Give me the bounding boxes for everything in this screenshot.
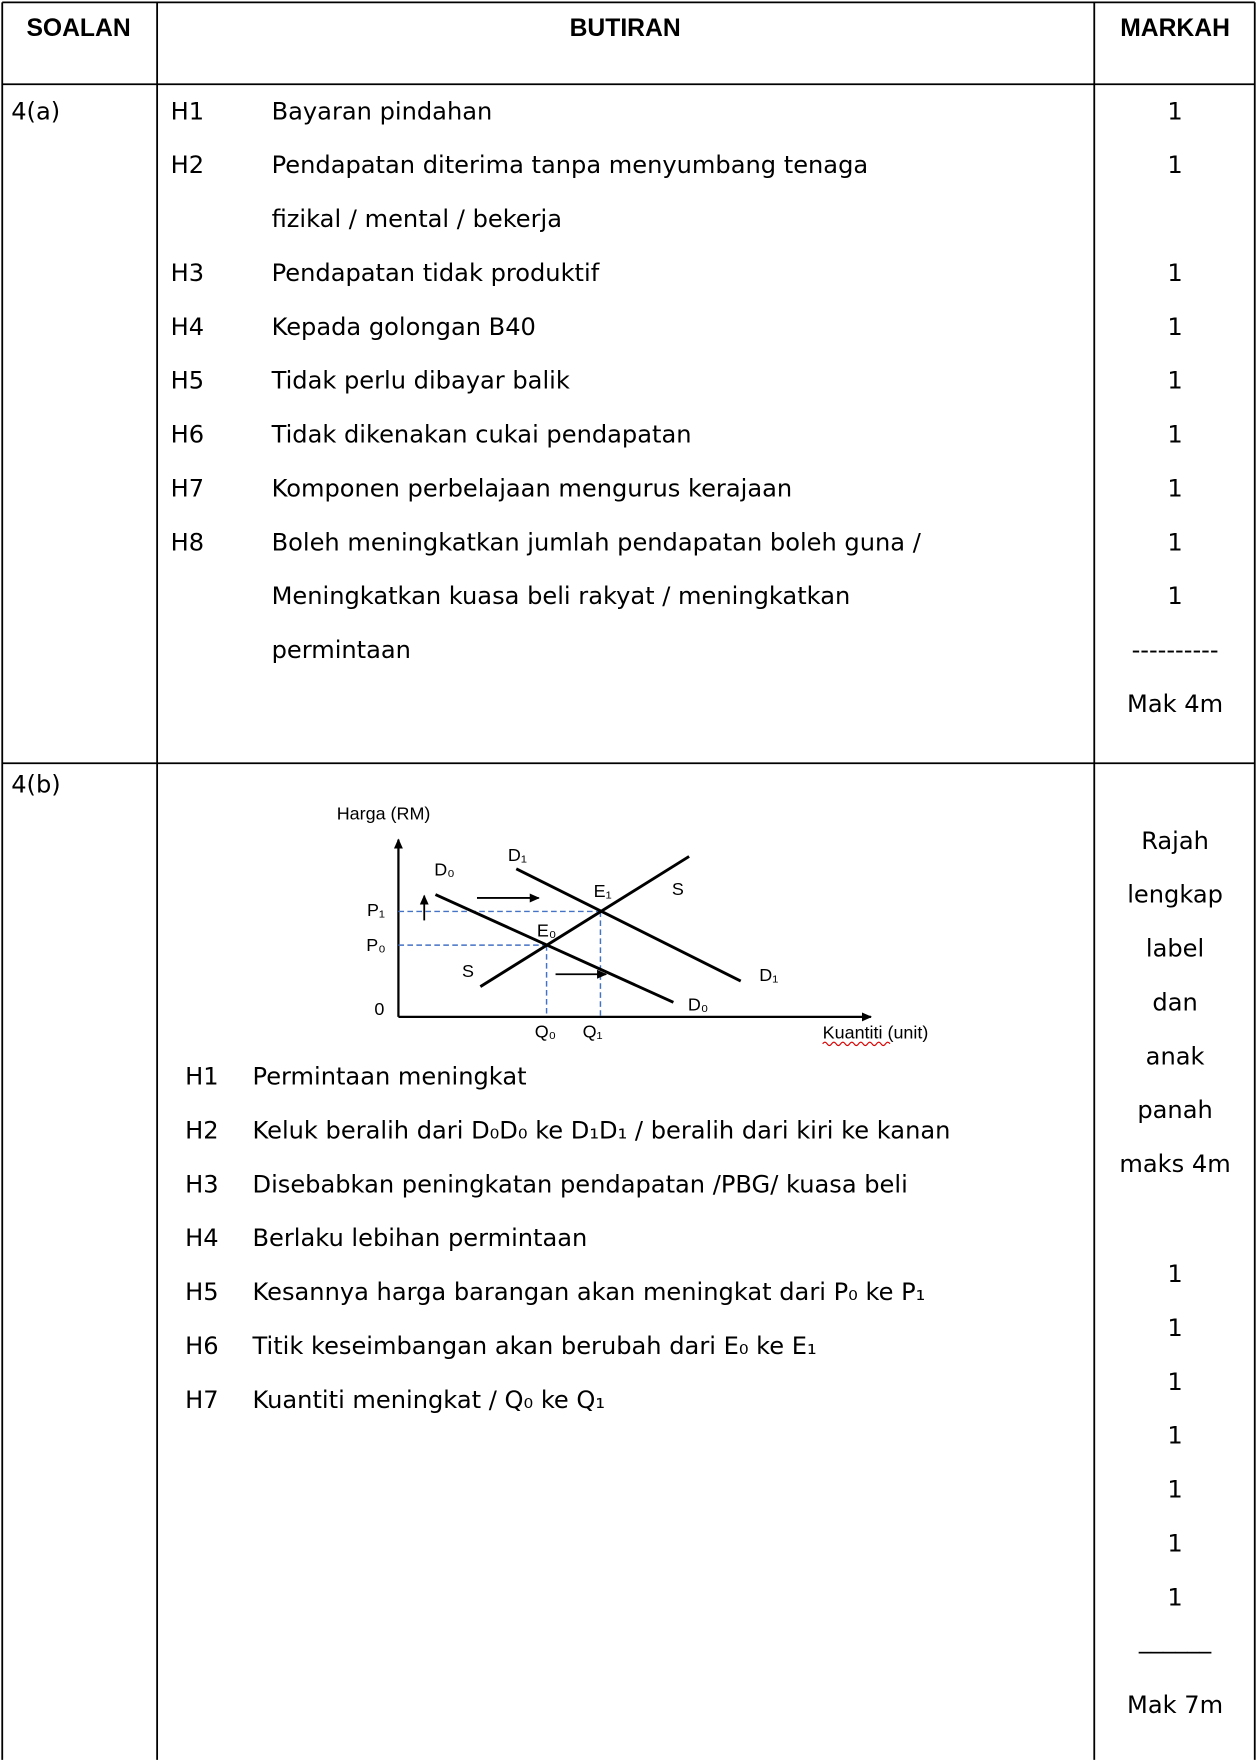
item-text: Kuantiti meningkat / Q₀ ke Q₁ xyxy=(253,1386,606,1414)
item-code: H1 xyxy=(171,97,204,125)
mark: 1 xyxy=(1167,1583,1182,1611)
mark: 1 xyxy=(1167,367,1182,395)
diagram-label: P₁ xyxy=(367,900,385,920)
diagram-label: E₁ xyxy=(594,881,612,901)
item-code: H2 xyxy=(185,1116,218,1144)
diagram-label: S xyxy=(672,879,684,899)
mark-note: maks 4m xyxy=(1119,1150,1230,1178)
item-code: H5 xyxy=(171,367,204,395)
item-text: Berlaku lebihan permintaan xyxy=(253,1224,588,1252)
diagram-label: D₁ xyxy=(508,845,527,865)
header-markah: MARKAH xyxy=(1120,15,1230,42)
item-text: permintaan xyxy=(272,636,411,664)
item-text: Kesannya harga barangan akan meningkat d… xyxy=(253,1278,926,1306)
item-code: H8 xyxy=(171,528,204,556)
item-text: fizikal / mental / bekerja xyxy=(272,205,562,233)
item-text: Pendapatan diterima tanpa menyumbang ten… xyxy=(272,151,869,179)
item-text: Meningkatkan kuasa beli rakyat / meningk… xyxy=(272,582,851,610)
item-text: Disebabkan peningkatan pendapatan /PBG/ … xyxy=(253,1170,908,1198)
diagram-label: E₀ xyxy=(537,920,556,940)
diagram-label: 0 xyxy=(374,999,384,1019)
diagram-label: D₀ xyxy=(434,860,454,880)
item-code: H4 xyxy=(185,1224,218,1252)
content: H1 Bayaran pindahan H2 Pendapatan diterima … xyxy=(171,97,1231,1719)
mark: 1 xyxy=(1167,1368,1182,1396)
item-code: H5 xyxy=(185,1278,218,1306)
diagram-label: Q₀ xyxy=(535,1021,556,1041)
item-text: Tidak dikenakan cukai pendapatan xyxy=(271,421,692,449)
item-text: Boleh meningkatkan jumlah pendapatan bol… xyxy=(272,528,922,556)
mark: 1 xyxy=(1167,151,1182,179)
diagram-label: D₁ xyxy=(759,965,778,985)
mark: 1 xyxy=(1167,313,1182,341)
diagram-label: Kuantiti (unit) xyxy=(823,1022,929,1042)
mark-total: Mak 7m xyxy=(1127,1691,1223,1719)
item-text: Kepada golongan B40 xyxy=(272,313,536,341)
item-text: Keluk beralih dari D₀D₀ ke D₁D₁ / berali… xyxy=(253,1116,951,1144)
item-code: H3 xyxy=(171,259,204,287)
mark: 1 xyxy=(1167,528,1182,556)
diagram-label: P₀ xyxy=(366,935,385,955)
item-code: H3 xyxy=(185,1170,218,1198)
header-butiran: BUTIRAN xyxy=(570,15,681,42)
mark: 1 xyxy=(1167,582,1182,610)
header-soalan: SOALAN xyxy=(26,15,130,42)
question-label: 4(a) xyxy=(11,97,60,125)
mark-rule: ______ xyxy=(1138,1626,1212,1654)
diagram-label: D₀ xyxy=(688,994,708,1014)
mark-note: panah xyxy=(1137,1096,1212,1124)
mark: 1 xyxy=(1167,421,1182,449)
diagram xyxy=(393,838,891,1047)
mark: 1 xyxy=(1167,97,1182,125)
mark-note: label xyxy=(1146,935,1204,963)
item-code: H7 xyxy=(171,474,204,502)
item-text: Bayaran pindahan xyxy=(272,97,493,125)
mark-note: lengkap xyxy=(1127,881,1223,909)
mark: 1 xyxy=(1167,1529,1182,1557)
item-code: H7 xyxy=(185,1386,218,1414)
mark: 1 xyxy=(1167,474,1182,502)
item-code: H4 xyxy=(171,313,204,341)
mark: 1 xyxy=(1167,1314,1182,1342)
question-label: 4(b) xyxy=(11,771,60,799)
item-code: H6 xyxy=(171,421,204,449)
item-code: H6 xyxy=(185,1332,218,1360)
item-text: Komponen perbelajaan mengurus kerajaan xyxy=(272,474,793,502)
diagram-label: S xyxy=(462,961,474,981)
diagram-label: Q₁ xyxy=(583,1021,603,1041)
mark-note: anak xyxy=(1146,1042,1205,1070)
mark: ---------- xyxy=(1132,636,1219,664)
mark: 1 xyxy=(1167,1422,1182,1450)
item-text: Pendapatan tidak produktif xyxy=(272,259,600,287)
item-code: H2 xyxy=(171,151,204,179)
item-text: Permintaan meningkat xyxy=(253,1063,527,1091)
item-code: H1 xyxy=(185,1063,218,1091)
item-text: Titik keseimbangan akan berubah dari E₀ … xyxy=(252,1332,817,1360)
mark: 1 xyxy=(1167,1260,1182,1288)
mark-note: Rajah xyxy=(1141,827,1209,855)
mark-note: dan xyxy=(1152,988,1197,1016)
mark: 1 xyxy=(1167,259,1182,287)
mark: Mak 4m xyxy=(1127,690,1223,718)
diagram-label: Harga (RM) xyxy=(337,804,431,824)
item-text: Tidak perlu dibayar balik xyxy=(271,367,570,395)
mark: 1 xyxy=(1167,1476,1182,1504)
